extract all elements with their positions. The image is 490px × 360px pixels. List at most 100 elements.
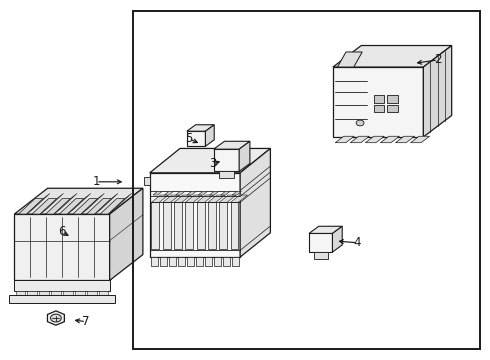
Polygon shape [99,291,108,296]
Polygon shape [164,192,173,195]
Text: 1: 1 [92,175,100,188]
Polygon shape [395,136,415,143]
Polygon shape [108,193,131,214]
Text: 3: 3 [210,157,217,170]
Polygon shape [14,188,143,214]
Polygon shape [214,149,239,171]
Text: 7: 7 [82,315,90,328]
Polygon shape [14,280,110,291]
Polygon shape [151,195,169,202]
Polygon shape [68,193,91,214]
Polygon shape [196,202,204,249]
Polygon shape [309,226,342,233]
Polygon shape [75,291,85,296]
Text: 6: 6 [58,225,66,238]
Polygon shape [40,193,64,214]
Polygon shape [175,192,185,195]
Polygon shape [232,257,239,266]
Polygon shape [333,67,423,137]
Polygon shape [73,199,98,214]
Polygon shape [214,257,221,266]
Polygon shape [87,291,97,296]
Polygon shape [335,136,354,143]
Polygon shape [27,291,37,296]
Polygon shape [221,192,230,195]
Polygon shape [32,199,57,214]
Circle shape [50,314,61,322]
Polygon shape [187,257,194,266]
Circle shape [356,120,364,126]
Polygon shape [19,199,43,214]
Polygon shape [214,141,250,149]
Polygon shape [219,202,227,249]
Polygon shape [350,136,369,143]
Polygon shape [178,257,185,266]
Polygon shape [150,148,270,173]
Polygon shape [59,199,84,214]
Polygon shape [332,226,342,252]
Polygon shape [51,291,61,296]
Polygon shape [205,257,212,266]
Polygon shape [196,257,203,266]
Text: 5: 5 [185,132,193,145]
Polygon shape [16,291,25,296]
Polygon shape [240,148,270,257]
Polygon shape [63,291,73,296]
Polygon shape [163,195,180,202]
Polygon shape [230,195,247,202]
Polygon shape [387,95,397,103]
Polygon shape [100,199,125,214]
Polygon shape [411,136,430,143]
Polygon shape [150,173,240,257]
Polygon shape [374,105,384,112]
Polygon shape [387,105,397,112]
Polygon shape [81,193,104,214]
Polygon shape [95,193,118,214]
Polygon shape [210,192,219,195]
Polygon shape [110,188,143,280]
Polygon shape [366,136,384,143]
Polygon shape [219,171,234,178]
Polygon shape [187,125,214,131]
Polygon shape [39,291,49,296]
Polygon shape [185,202,193,249]
Polygon shape [205,125,214,146]
Polygon shape [174,195,191,202]
Polygon shape [309,233,332,252]
Polygon shape [9,296,115,303]
Polygon shape [151,202,159,249]
Polygon shape [26,193,50,214]
Polygon shape [380,136,399,143]
Polygon shape [314,252,328,258]
Polygon shape [185,195,202,202]
Polygon shape [150,257,158,266]
Polygon shape [153,192,162,195]
Polygon shape [230,202,239,249]
Polygon shape [46,199,71,214]
Polygon shape [223,257,230,266]
Polygon shape [187,192,196,195]
Polygon shape [338,52,362,67]
Bar [133,12,480,348]
Polygon shape [48,311,64,325]
Polygon shape [374,95,384,103]
Polygon shape [187,131,205,146]
Text: 2: 2 [434,53,442,66]
Polygon shape [169,257,176,266]
Polygon shape [198,192,207,195]
Polygon shape [232,192,242,195]
Polygon shape [174,202,182,249]
Text: 4: 4 [354,236,361,249]
Polygon shape [333,45,452,67]
Polygon shape [87,199,111,214]
Polygon shape [160,257,167,266]
Polygon shape [144,177,150,185]
Polygon shape [208,195,225,202]
Polygon shape [14,214,110,280]
Polygon shape [54,193,77,214]
Polygon shape [196,195,214,202]
Polygon shape [423,45,452,137]
Polygon shape [163,202,171,249]
Polygon shape [219,195,236,202]
Polygon shape [239,141,250,171]
